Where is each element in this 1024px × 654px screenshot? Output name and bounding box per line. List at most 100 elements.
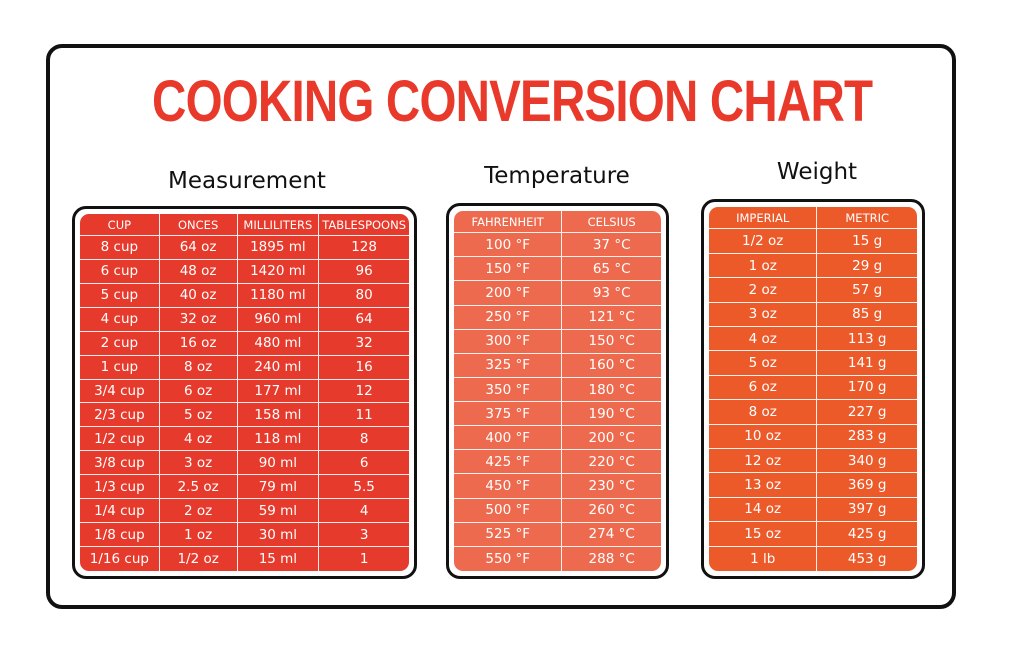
table-cell: 400 °F (454, 426, 563, 451)
table-cell: 30 ml (237, 523, 320, 547)
table-row: 2/3 cup 5 oz 158 ml 11 (80, 403, 409, 428)
table-row: 4 cup 32 oz 960 ml 64 (80, 307, 409, 332)
column-header: CELSIUS (562, 211, 661, 234)
table-row: 300 °F 150 °C (454, 329, 661, 354)
table-cell: 177 ml (237, 379, 320, 404)
table-cell: 4 oz (159, 427, 238, 452)
table-cell: 8 oz (709, 400, 818, 425)
table-cell: 1/2 oz (709, 229, 818, 254)
table-row: 1/2 oz 15 g (709, 229, 917, 254)
table-cell: 230 °C (562, 474, 661, 499)
table-cell: 369 g (817, 473, 917, 498)
table-row: 1/2 cup 4 oz 118 ml 8 (80, 427, 409, 452)
table-row: 3/4 cup 6 oz 177 ml 12 (80, 379, 409, 404)
section-heading: Temperature (484, 163, 630, 189)
table-row: 1 oz 29 g (709, 253, 917, 279)
table-cell: 1/4 cup (80, 499, 160, 524)
table-cell: 375 °F (454, 402, 563, 427)
table-row: 1/4 cup 2 oz 59 ml 4 (80, 499, 409, 524)
table-row: 150 °F 65 °C (454, 257, 661, 282)
table-cell: 5.5 (319, 475, 409, 500)
table-cell: 59 ml (237, 499, 320, 524)
table-cell: 274 °C (562, 523, 661, 547)
table-cell: 5 cup (80, 283, 160, 308)
table-cell: 64 oz (159, 236, 238, 260)
table-cell: 121 °C (562, 306, 661, 330)
table-cell: 93 °C (562, 281, 661, 306)
table-cell: 550 °F (454, 546, 563, 571)
table: FAHRENHEIT CELSIUS 100 °F 37 °C 150 °F 65 °C 2… (454, 211, 661, 571)
table-cell: 425 g (817, 522, 917, 547)
table-cell: 200 °F (454, 281, 563, 306)
table-cell: 3 oz (709, 302, 818, 327)
table-cell: 4 (319, 499, 409, 524)
table-row: 15 oz 425 g (709, 522, 917, 547)
table-cell: 15 g (817, 229, 917, 254)
table-cell: 32 (319, 332, 409, 356)
table-cell: 1 (359, 550, 369, 567)
table-box: FAHRENHEIT CELSIUS 100 °F 37 °C 150 °F 65 °C 2… (446, 203, 669, 579)
table-cell: 288 °C (588, 550, 635, 567)
table-row: 8 oz 227 g (709, 400, 917, 425)
table-cell: 64 (319, 308, 409, 332)
table-cell: 118 ml (237, 427, 320, 452)
table-cell: 3/4 cup (80, 379, 160, 404)
table-cell: 283 g (817, 425, 917, 449)
column-header: ONCES (159, 214, 238, 237)
table-row: 550 °F 288 °C (454, 546, 661, 571)
table-row: 6 oz 170 g (709, 375, 917, 401)
table-cell: 57 g (817, 278, 917, 303)
column-header: METRIC (817, 207, 917, 230)
header-row: IMPERIAL METRIC (709, 207, 917, 230)
table-cell: 90 ml (237, 451, 320, 476)
table-row: 4 oz 113 g (709, 327, 917, 352)
table-cell: 113 g (817, 327, 917, 352)
table-cell: 1895 ml (237, 236, 320, 260)
table-cell: 100 °F (454, 233, 563, 258)
table-row: 450 °F 230 °C (454, 474, 661, 499)
table-cell: 170 g (817, 376, 917, 401)
column-header: MILLILITERS (237, 214, 320, 237)
table-row: 425 °F 220 °C (454, 450, 661, 475)
table-cell: 1/16 cup (80, 547, 160, 571)
table-cell: 3/8 cup (80, 451, 160, 476)
table-row: 1/16 cup 1/2 oz 15 ml 1 (80, 547, 409, 571)
table-cell: 8 (319, 427, 409, 452)
table-cell: 158 ml (237, 403, 320, 428)
table-cell: 15 ml (238, 547, 320, 571)
table-cell: 3 (319, 523, 409, 547)
frame (46, 44, 956, 609)
table-cell: 450 °F (454, 474, 563, 499)
table-cell: 2/3 cup (80, 403, 160, 428)
table-cell: 5 oz (709, 351, 818, 376)
table-cell: 425 °F (454, 450, 563, 475)
table-cell: 11 (319, 403, 409, 428)
table-box: CUP ONCES MILLILITERS TABLESPOONS 8 cup 64 oz… (72, 206, 417, 579)
title-text: COOKING CONVERSION CHART (151, 69, 873, 134)
table-cell: 8 cup (80, 236, 160, 260)
table-cell: 128 (319, 236, 409, 260)
table-cell: 96 (319, 260, 409, 284)
table-cell: 480 ml (237, 331, 320, 356)
table-cell: 453 g (847, 550, 887, 567)
table-row: 3/8 cup 3 oz 90 ml 6 (80, 451, 409, 476)
column-header: CUP (80, 214, 160, 237)
table-cell: 1/8 cup (80, 523, 160, 547)
table-cell: 13 oz (709, 473, 818, 498)
table-cell: 48 oz (159, 259, 238, 284)
section-heading: Measurement (168, 168, 326, 194)
table-row: 10 oz 283 g (709, 424, 917, 449)
table-cell: 325 °F (454, 353, 563, 378)
column-header: TABLESPOONS (319, 214, 409, 237)
table-cell: 240 ml (237, 355, 320, 380)
table-row: 1/8 cup 1 oz 30 ml 3 (80, 523, 409, 547)
table-cell: 1420 ml (237, 259, 320, 284)
table-cell: 3 oz (159, 451, 238, 476)
table-cell: 16 (319, 356, 409, 380)
table-row: 1 lb 453 g (709, 546, 917, 571)
table-cell: 220 °C (562, 450, 661, 475)
table-cell: 525 °F (454, 522, 563, 547)
header-row: FAHRENHEIT CELSIUS (454, 211, 661, 234)
